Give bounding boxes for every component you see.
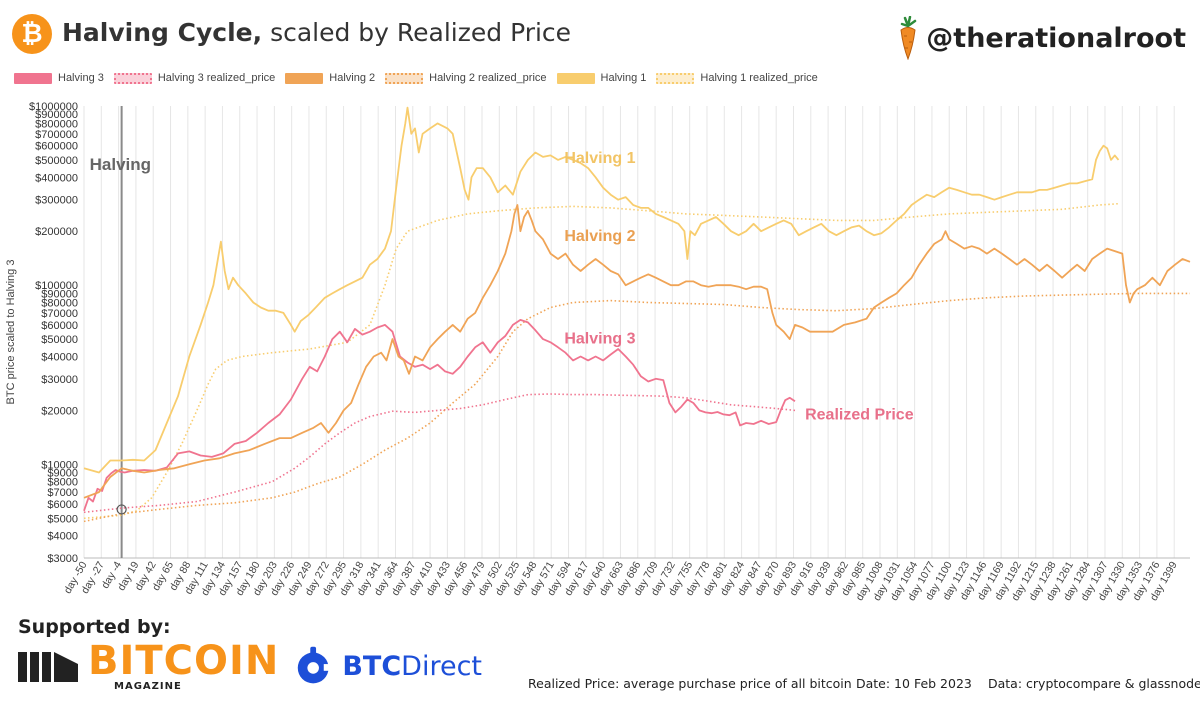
title-rest: scaled by Realized Price [262, 18, 572, 47]
btcdirect-logo: BTCDirect [292, 642, 482, 690]
y-tick-label: $40000 [41, 351, 78, 363]
bitcoin-logo-icon: ₿ [12, 14, 52, 54]
y-tick-label: $20000 [41, 405, 78, 417]
y-tick-label: $30000 [41, 374, 78, 386]
y-tick-label: $300000 [35, 195, 78, 207]
btcdirect-icon [297, 646, 333, 684]
bitcoin-magazine-word: BITCOIN [88, 638, 280, 684]
y-tick-label: $10000 [41, 459, 78, 471]
y-tick-label: $80000 [41, 298, 78, 310]
legend-swatch [656, 72, 695, 84]
series-line [83, 292, 1190, 523]
btcdirect-word: BTCDirect [342, 651, 482, 682]
realized-price-note: Realized Price: average purchase price o… [528, 676, 852, 691]
btcdirect-bold: BTC [342, 650, 402, 682]
y-tick-label: $90000 [41, 288, 78, 300]
chart-legend: Halving 3 Halving 3 realized_price Halving… [14, 70, 818, 86]
bitcoin-magazine-logo: BITCOIN MAGAZINE [18, 638, 278, 692]
legend-label: Halving 1 realized_price [700, 72, 818, 84]
y-tick-label: $600000 [35, 141, 78, 153]
legend-item[interactable]: Halving 3 realized_price [113, 72, 276, 84]
legend-swatch [556, 72, 595, 84]
y-tick-label: $8000 [47, 477, 78, 489]
legend-item[interactable]: Halving 1 [556, 72, 647, 84]
legend-swatch [113, 72, 152, 84]
chart-title: Halving Cycle, scaled by Realized Price [62, 18, 571, 47]
header: ₿ Halving Cycle, scaled by Realized Pric… [0, 0, 1200, 62]
legend-swatch [14, 72, 52, 84]
source-note: Data: cryptocompare & glassnode [988, 676, 1200, 691]
y-tick-label: $50000 [41, 334, 78, 346]
halving-annotation: Halving [90, 155, 151, 174]
y-tick-label: $60000 [41, 320, 78, 332]
legend-label: Halving 3 realized_price [157, 72, 276, 84]
series-line [83, 204, 1191, 499]
legend-label: Halving 2 realized_price [429, 72, 547, 84]
series-annotation: Halving 3 [564, 331, 635, 348]
y-tick-label: $800000 [35, 118, 78, 130]
legend-item[interactable]: Halving 2 [285, 72, 375, 84]
legend-label: Halving 1 [600, 72, 647, 84]
halving-marker [116, 504, 127, 515]
series-line [83, 202, 1119, 520]
bitcoin-magazine-bars-icon [18, 652, 78, 682]
series-line [83, 393, 796, 514]
series-line [83, 319, 796, 512]
title-bold: Halving Cycle, [62, 18, 263, 47]
legend-item[interactable]: Halving 3 [14, 72, 104, 84]
legend-item[interactable]: Halving 1 realized_price [656, 72, 818, 84]
y-tick-label: $4000 [47, 531, 78, 543]
legend-label: Halving 3 [58, 72, 104, 84]
y-tick-label: $6000 [47, 499, 78, 511]
y-tick-label: $1000000 [29, 101, 78, 113]
series-annotation: Realized Price [805, 407, 914, 424]
y-tick-label: $900000 [35, 109, 78, 121]
legend-item[interactable]: Halving 2 realized_price [385, 72, 547, 84]
y-tick-label: $70000 [41, 308, 78, 320]
y-tick-label: $100000 [35, 280, 78, 292]
y-tick-label: $700000 [35, 129, 78, 141]
y-axis-label: BTC price scaled to Halving 3 [5, 260, 17, 405]
carrot-icon [900, 16, 917, 60]
series-line [83, 106, 1120, 474]
legend-swatch [385, 72, 424, 84]
y-tick-label: $7000 [47, 487, 78, 499]
series-annotation: Halving 1 [564, 150, 635, 167]
btcdirect-rest: Direct [401, 650, 482, 682]
y-tick-label: $3000 [47, 553, 78, 565]
y-tick-label: $500000 [35, 155, 78, 167]
y-tick-label: $400000 [35, 172, 78, 184]
y-tick-label: $200000 [35, 226, 78, 238]
legend-label: Halving 2 [329, 72, 376, 84]
series-annotation: Halving 2 [564, 228, 635, 245]
bitcoin-magazine-sub: MAGAZINE [114, 681, 182, 692]
date-note: Date: 10 Feb 2023 [856, 676, 972, 691]
y-tick-label: $5000 [47, 513, 78, 525]
brand: @therationalroot [896, 16, 1186, 60]
legend-swatch [285, 72, 324, 84]
y-tick-label: $9000 [47, 468, 78, 480]
brand-handle: @therationalroot [926, 22, 1186, 54]
supported-by-label: Supported by: [18, 616, 171, 638]
